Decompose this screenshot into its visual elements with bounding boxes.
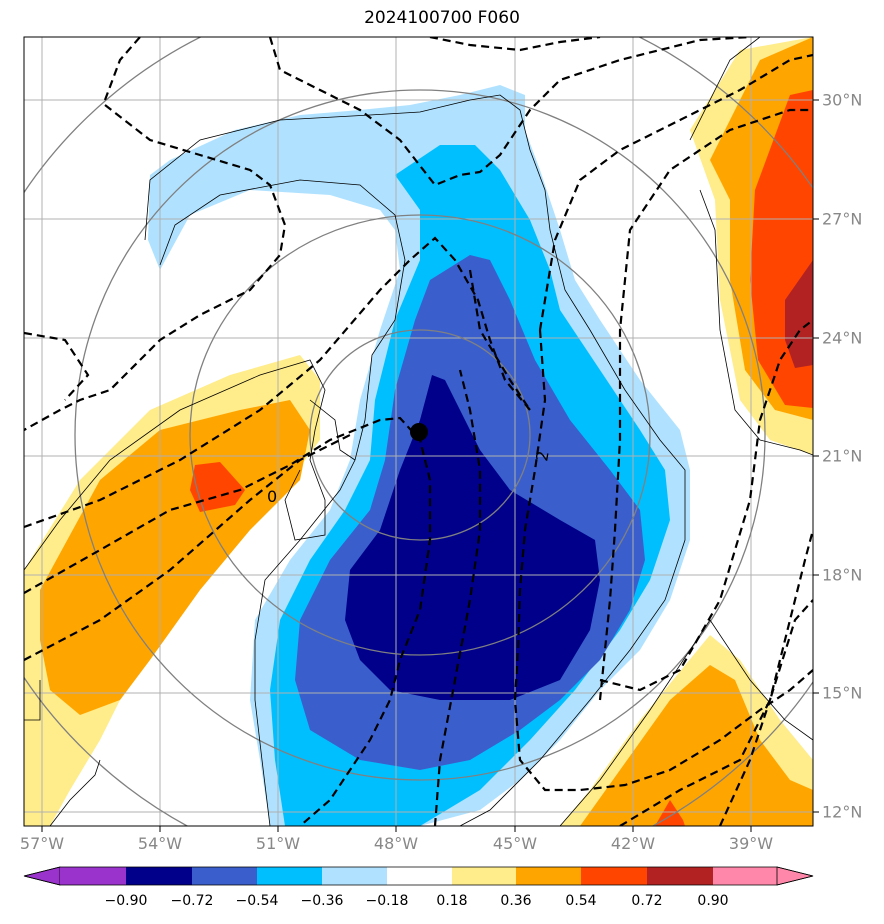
colorbar-tick-label: −0.54 xyxy=(235,893,279,909)
plot-frame xyxy=(23,36,814,827)
dashed-contours xyxy=(24,37,813,826)
lon-label-54w: 54°W xyxy=(137,834,183,853)
colorbar xyxy=(23,866,814,886)
lat-label-30n: 30°N xyxy=(822,90,863,110)
colorbar-tick-label: −0.18 xyxy=(365,893,409,909)
range-rings xyxy=(24,37,813,826)
colorbar-tick-label: 0.54 xyxy=(565,893,597,909)
lat-label-24n: 24°N xyxy=(822,328,863,348)
lat-label-18n: 18°N xyxy=(822,565,863,585)
colorbar-tick-label: 0.18 xyxy=(436,893,468,909)
axis-ticks xyxy=(41,99,819,832)
lat-label-21n: 21°N xyxy=(822,446,863,466)
contour-label-0: 0 xyxy=(267,487,277,506)
storm-center-marker xyxy=(410,423,428,441)
lon-label-48w: 48°W xyxy=(373,834,419,853)
lat-label-27n: 27°N xyxy=(822,209,863,229)
lat-label-15n: 15°N xyxy=(822,683,863,703)
graticule xyxy=(24,37,813,826)
contour-label-2: 2 xyxy=(532,449,552,462)
colorbar-tick-label: 0.72 xyxy=(631,893,663,909)
lon-label-57w: 57°W xyxy=(19,834,65,853)
colorbar-tick-label: −0.90 xyxy=(104,893,148,909)
thin-contours xyxy=(24,37,813,826)
colorbar-tick-label: −0.72 xyxy=(170,893,214,909)
map-title: 2024100700 F060 xyxy=(364,8,520,28)
lon-label-51w: 51°W xyxy=(255,834,301,853)
lat-label-12n: 12°N xyxy=(822,802,863,822)
lon-label-45w: 45°W xyxy=(492,834,538,853)
colorbar-tick-label: 0.36 xyxy=(500,893,532,909)
colorbar-tick-label: −0.36 xyxy=(300,893,344,909)
lon-label-39w: 39°W xyxy=(728,834,774,853)
colorbar-tick-label: 0.90 xyxy=(697,893,729,909)
lon-label-42w: 42°W xyxy=(610,834,656,853)
